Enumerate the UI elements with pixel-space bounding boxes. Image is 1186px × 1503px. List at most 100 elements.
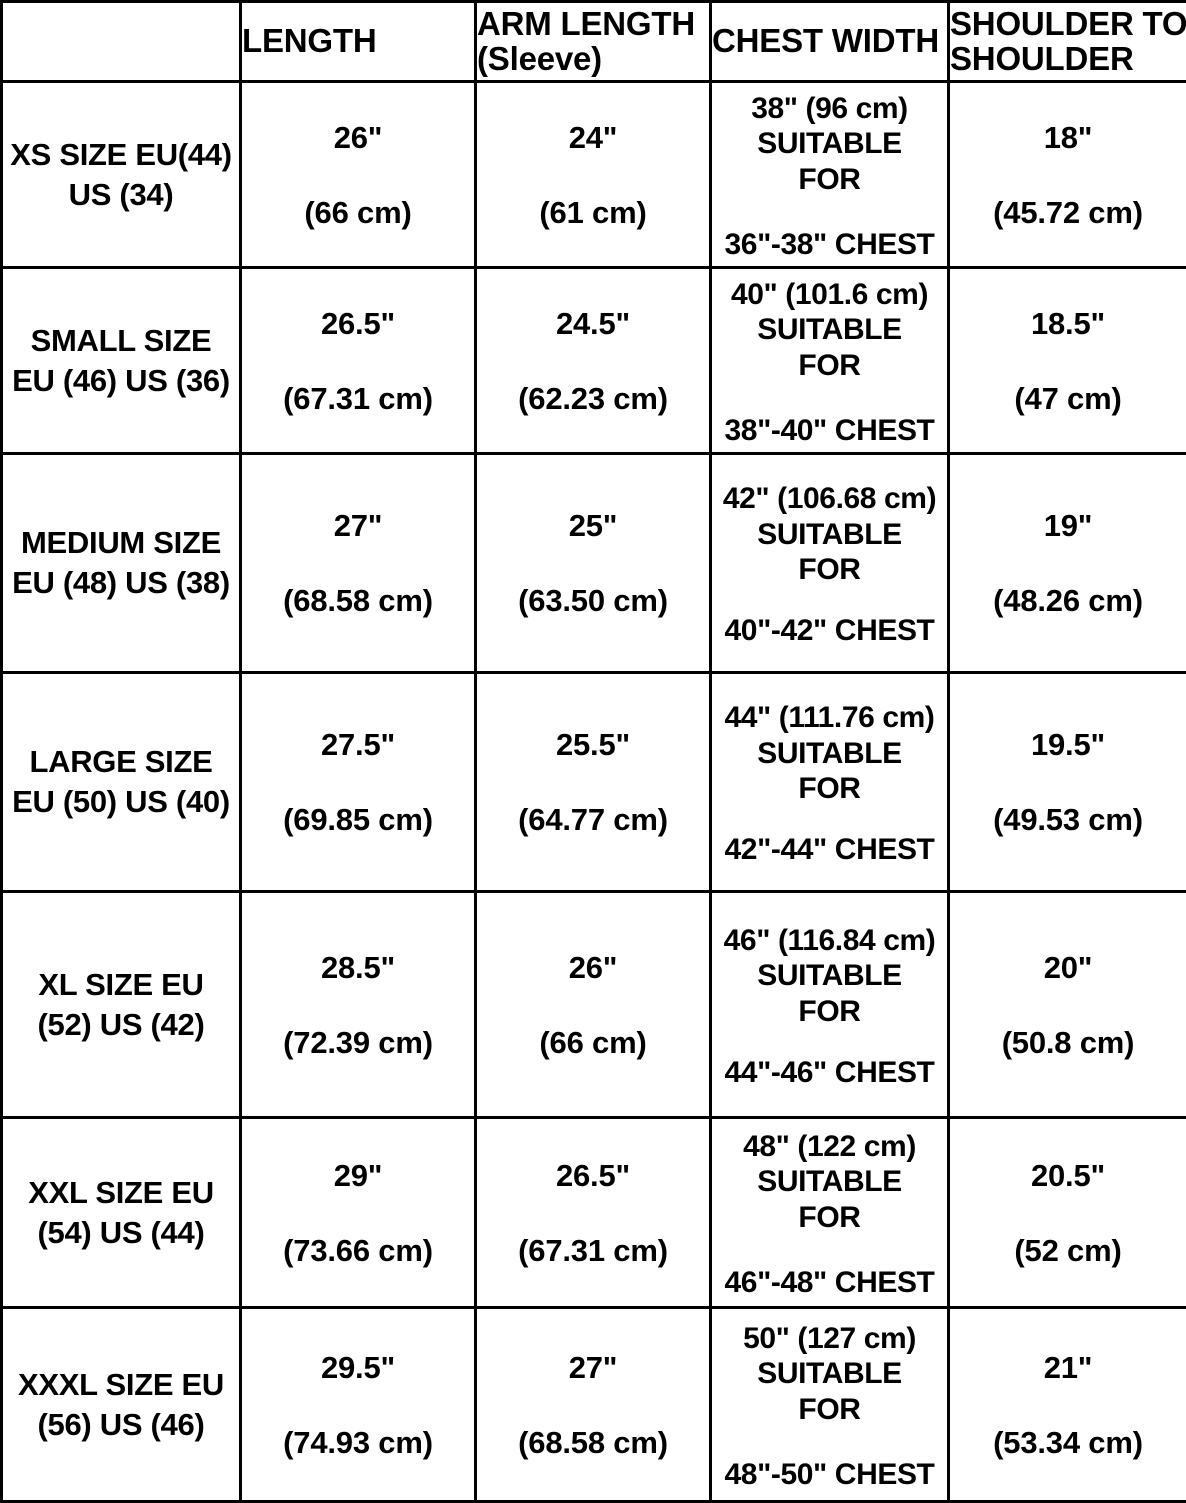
row-length-value: 29" (73.66 cm): [241, 1118, 476, 1308]
chest-range: 36"-38" CHEST: [712, 227, 947, 262]
chest-suitable-label: SUITABLE: [712, 958, 947, 993]
row-shoulder-value: 18.5" (47 cm): [949, 268, 1186, 454]
shoulder-inch: 21": [950, 1352, 1186, 1383]
chest-for-label: FOR: [712, 1392, 947, 1427]
column-header-size: [2, 2, 241, 82]
row-size-label: LARGE SIZE EU (50) US (40): [2, 673, 241, 892]
row-shoulder-value: 19.5" (49.53 cm): [949, 673, 1186, 892]
shoulder-inch: 19.5": [950, 729, 1186, 760]
row-shoulder-value: 18" (45.72 cm): [949, 82, 1186, 268]
arm-inch: 24.5": [477, 308, 709, 339]
length-cm: (73.66 cm): [242, 1235, 474, 1266]
chest-range: 40"-42" CHEST: [712, 613, 947, 648]
row-chest-width-value: 46" (116.84 cm) SUITABLE FOR 44"-46" CHE…: [711, 892, 949, 1118]
arm-cm: (66 cm): [477, 1027, 709, 1058]
size-label-line-1: XXL SIZE EU: [3, 1173, 239, 1213]
chest-measurement: 46" (116.84 cm): [712, 923, 947, 958]
chest-range: 46"-48" CHEST: [712, 1265, 947, 1300]
shoulder-cm: (45.72 cm): [950, 197, 1186, 228]
row-chest-width-value: 44" (111.76 cm) SUITABLE FOR 42"-44" CHE…: [711, 673, 949, 892]
chest-spacer: [712, 1235, 947, 1265]
length-inch: 29": [242, 1160, 474, 1191]
row-size-label: XL SIZE EU (52) US (42): [2, 892, 241, 1118]
length-inch: 27.5": [242, 729, 474, 760]
arm-inch: 25": [477, 510, 709, 541]
arm-cm: (62.23 cm): [477, 383, 709, 414]
arm-cm: (67.31 cm): [477, 1235, 709, 1266]
chest-range: 44"-46" CHEST: [712, 1055, 947, 1090]
table-row: XXL SIZE EU (54) US (44) 29" (73.66 cm) …: [2, 1118, 1186, 1308]
row-size-label: XS SIZE EU(44) US (34): [2, 82, 241, 268]
length-cm: (69.85 cm): [242, 804, 474, 835]
row-arm-length-value: 27" (68.58 cm): [476, 1308, 711, 1502]
shoulder-cm: (48.26 cm): [950, 585, 1186, 616]
shoulder-cm: (53.34 cm): [950, 1427, 1186, 1458]
length-cm: (72.39 cm): [242, 1027, 474, 1058]
size-label-line-1: XL SIZE EU: [3, 965, 239, 1005]
arm-cm: (68.58 cm): [477, 1427, 709, 1458]
length-cm: (68.58 cm): [242, 585, 474, 616]
length-inch: 26": [242, 122, 474, 153]
table-row: SMALL SIZE EU (46) US (36) 26.5" (67.31 …: [2, 268, 1186, 454]
chest-measurement: 48" (122 cm): [712, 1129, 947, 1164]
chest-spacer: [712, 1427, 947, 1457]
chest-spacer: [712, 587, 947, 613]
table-row: LARGE SIZE EU (50) US (40) 27.5" (69.85 …: [2, 673, 1186, 892]
row-chest-width-value: 42" (106.68 cm) SUITABLE FOR 40"-42" CHE…: [711, 454, 949, 673]
chest-for-label: FOR: [712, 1200, 947, 1235]
shoulder-cm: (49.53 cm): [950, 804, 1186, 835]
size-label-line-2: EU (48) US (38): [3, 563, 239, 603]
length-inch: 27": [242, 510, 474, 541]
row-shoulder-value: 19" (48.26 cm): [949, 454, 1186, 673]
chest-for-label: FOR: [712, 552, 947, 587]
size-label-line-2: (54) US (44): [3, 1213, 239, 1253]
row-chest-width-value: 50" (127 cm) SUITABLE FOR 48"-50" CHEST: [711, 1308, 949, 1502]
chest-suitable-label: SUITABLE: [712, 517, 947, 552]
row-size-label: MEDIUM SIZE EU (48) US (38): [2, 454, 241, 673]
arm-cm: (64.77 cm): [477, 804, 709, 835]
table-body: XS SIZE EU(44) US (34) 26" (66 cm) 24" (…: [2, 82, 1186, 1502]
column-header-shoulder-line-1: SHOULDER TO: [950, 7, 1186, 41]
column-header-chest-width: CHEST WIDTH: [711, 2, 949, 82]
arm-inch: 25.5": [477, 729, 709, 760]
size-label-line-1: MEDIUM SIZE: [3, 523, 239, 563]
chest-for-label: FOR: [712, 771, 947, 806]
arm-inch: 24": [477, 122, 709, 153]
chest-measurement: 40" (101.6 cm): [712, 277, 947, 312]
size-label-line-1: XXXL SIZE EU: [3, 1365, 239, 1405]
row-shoulder-value: 20" (50.8 cm): [949, 892, 1186, 1118]
chest-measurement: 38" (96 cm): [712, 91, 947, 126]
size-label-line-1: SMALL SIZE: [3, 321, 239, 361]
chest-suitable-label: SUITABLE: [712, 126, 947, 161]
length-inch: 29.5": [242, 1352, 474, 1383]
arm-cm: (61 cm): [477, 197, 709, 228]
length-cm: (74.93 cm): [242, 1427, 474, 1458]
size-label-line-2: EU (50) US (40): [3, 782, 239, 822]
shoulder-cm: (50.8 cm): [950, 1027, 1186, 1058]
shoulder-inch: 20.5": [950, 1160, 1186, 1191]
chest-suitable-label: SUITABLE: [712, 312, 947, 347]
row-size-label: XXXL SIZE EU (56) US (46): [2, 1308, 241, 1502]
chest-spacer: [712, 383, 947, 413]
row-shoulder-value: 20.5" (52 cm): [949, 1118, 1186, 1308]
row-arm-length-value: 25.5" (64.77 cm): [476, 673, 711, 892]
shoulder-cm: (52 cm): [950, 1235, 1186, 1266]
row-arm-length-value: 24.5" (62.23 cm): [476, 268, 711, 454]
table-row: XL SIZE EU (52) US (42) 28.5" (72.39 cm)…: [2, 892, 1186, 1118]
table-header: LENGTH ARM LENGTH (Sleeve) CHEST WIDTH S…: [2, 2, 1186, 82]
column-header-length: LENGTH: [241, 2, 476, 82]
length-inch: 28.5": [242, 952, 474, 983]
size-label-line-2: EU (46) US (36): [3, 361, 239, 401]
arm-inch: 26": [477, 952, 709, 983]
row-arm-length-value: 25" (63.50 cm): [476, 454, 711, 673]
row-length-value: 26.5" (67.31 cm): [241, 268, 476, 454]
column-header-arm-length: ARM LENGTH (Sleeve): [476, 2, 711, 82]
size-label-line-1: LARGE SIZE: [3, 742, 239, 782]
chest-suitable-label: SUITABLE: [712, 1356, 947, 1391]
row-chest-width-value: 40" (101.6 cm) SUITABLE FOR 38"-40" CHES…: [711, 268, 949, 454]
chest-for-label: FOR: [712, 162, 947, 197]
row-arm-length-value: 24" (61 cm): [476, 82, 711, 268]
arm-inch: 27": [477, 1352, 709, 1383]
chest-spacer: [712, 1029, 947, 1055]
